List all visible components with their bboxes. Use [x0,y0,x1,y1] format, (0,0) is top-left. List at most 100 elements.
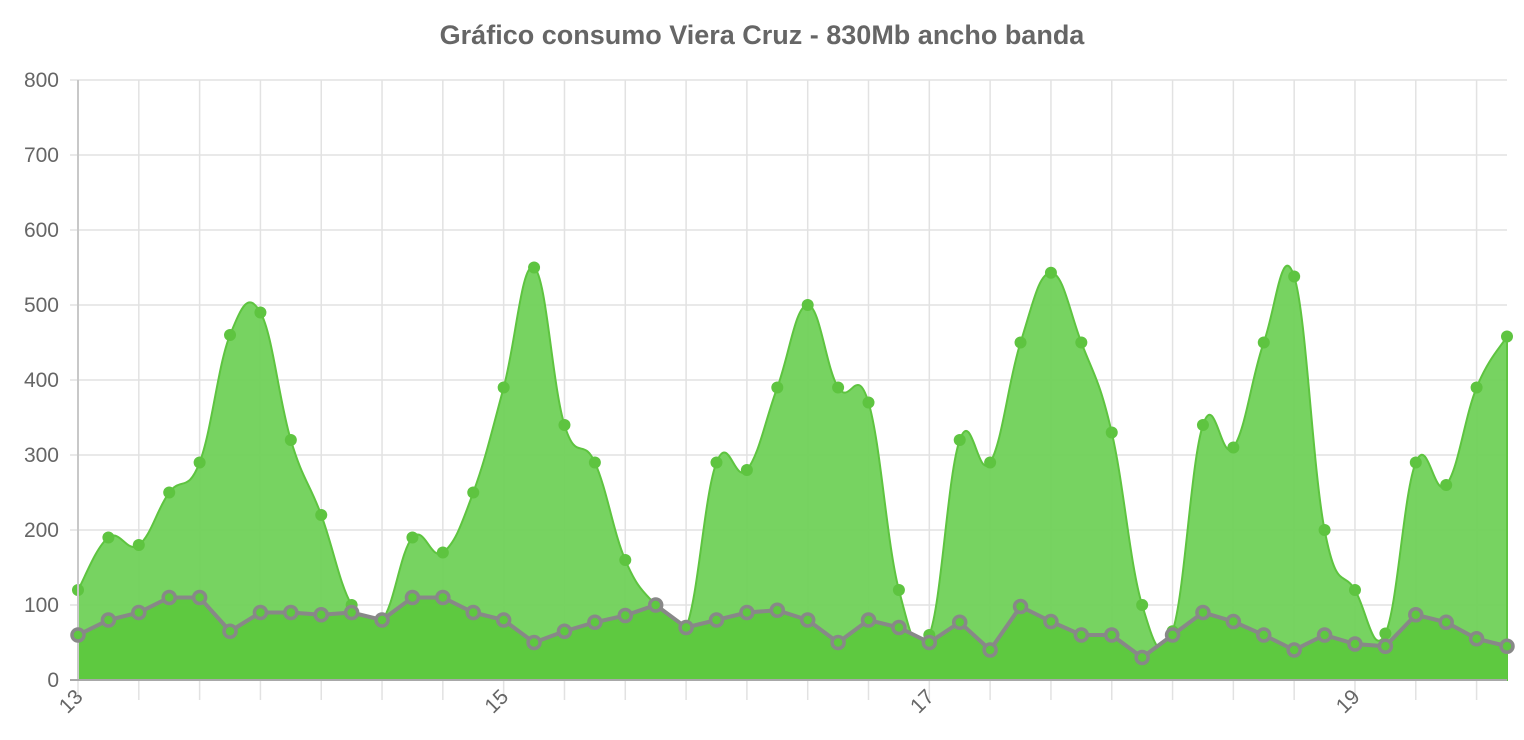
y-tick-label: 800 [24,69,59,92]
data-point[interactable] [1043,613,1059,630]
data-point[interactable] [588,456,601,469]
data-point[interactable] [313,607,329,623]
data-point[interactable] [1499,638,1515,654]
data-point[interactable] [132,539,145,551]
data-point[interactable] [1044,266,1057,279]
data-point[interactable] [587,614,603,630]
data-point[interactable] [862,396,875,409]
data-point[interactable] [1257,336,1270,349]
data-point[interactable] [1134,649,1150,666]
data-point[interactable] [617,607,634,624]
data-point[interactable] [710,456,723,469]
x-tick-label: 19 [1332,685,1365,718]
data-point[interactable] [739,604,755,621]
data-point[interactable] [495,612,512,628]
y-tick-label: 500 [24,294,59,317]
data-point[interactable] [284,434,297,446]
y-tick-label: 600 [24,219,59,242]
data-point[interactable] [984,456,997,469]
data-point[interactable] [193,456,206,469]
data-point[interactable] [526,634,542,651]
x-tick-label: 15 [480,685,513,718]
data-point[interactable] [252,604,269,621]
data-point[interactable] [1347,636,1363,652]
data-point[interactable] [374,612,390,628]
y-tick-label: 0 [47,669,59,692]
data-point[interactable] [1409,456,1422,469]
data-point[interactable] [497,381,510,394]
data-point[interactable] [1316,627,1333,643]
data-point[interactable] [1438,614,1454,630]
data-point[interactable] [1105,426,1118,439]
data-point[interactable] [769,602,786,618]
data-point[interactable] [921,634,938,651]
data-point[interactable] [191,589,208,606]
data-point[interactable] [343,604,360,621]
data-point[interactable] [315,509,328,521]
data-point[interactable] [100,612,117,628]
data-point[interactable] [1012,598,1029,615]
data-point[interactable] [556,623,573,639]
data-point[interactable] [435,589,451,606]
y-tick-label: 700 [24,144,59,167]
data-point[interactable] [951,614,968,630]
data-point[interactable] [1014,336,1027,349]
data-point[interactable] [830,634,846,651]
data-point[interactable] [708,612,725,628]
x-tick-label: 17 [906,685,939,718]
data-point[interactable] [163,486,176,499]
data-point[interactable] [1318,524,1331,536]
data-point[interactable] [224,329,237,341]
data-point[interactable] [891,619,907,636]
data-point[interactable] [528,261,541,274]
data-point[interactable] [1227,441,1240,454]
data-point[interactable] [1195,604,1211,621]
data-point[interactable] [953,434,966,446]
data-point[interactable] [1379,627,1392,640]
data-point[interactable] [1256,627,1272,643]
series-base-area [78,597,1507,680]
y-tick-label: 200 [24,519,59,542]
data-point[interactable] [558,419,571,431]
data-point[interactable] [406,531,419,544]
data-point[interactable] [619,554,632,566]
data-point[interactable] [222,623,238,639]
data-point[interactable] [1288,270,1301,283]
data-point[interactable] [283,604,299,621]
data-point[interactable] [1468,631,1485,647]
data-point[interactable] [982,642,998,658]
data-point[interactable] [1348,584,1361,596]
data-point[interactable] [1073,627,1090,643]
data-point[interactable] [832,381,845,394]
data-point[interactable] [1196,419,1209,431]
data-point[interactable] [1225,613,1242,630]
data-point[interactable] [647,597,664,613]
data-point[interactable] [465,604,482,621]
data-point[interactable] [436,546,449,559]
data-point[interactable] [678,619,694,636]
data-point[interactable] [254,306,267,319]
data-point[interactable] [801,299,814,311]
data-point[interactable] [771,381,784,394]
data-point[interactable] [1075,336,1088,349]
data-point[interactable] [1286,642,1302,658]
data-point[interactable] [892,584,905,596]
data-point[interactable] [1136,599,1149,611]
data-point[interactable] [467,486,480,499]
data-point[interactable] [740,464,753,476]
data-point[interactable] [1164,627,1181,643]
data-point[interactable] [1470,381,1483,394]
data-point[interactable] [799,612,816,628]
data-point[interactable] [1377,638,1394,654]
data-point[interactable] [70,627,86,643]
data-point[interactable] [1408,607,1424,623]
data-point[interactable] [860,612,877,628]
data-point[interactable] [131,604,147,621]
data-point[interactable] [1501,330,1513,343]
data-point[interactable] [161,589,177,606]
data-point[interactable] [404,589,421,606]
data-point[interactable] [1103,627,1120,643]
data-point[interactable] [102,531,115,544]
data-point[interactable] [1440,479,1453,491]
